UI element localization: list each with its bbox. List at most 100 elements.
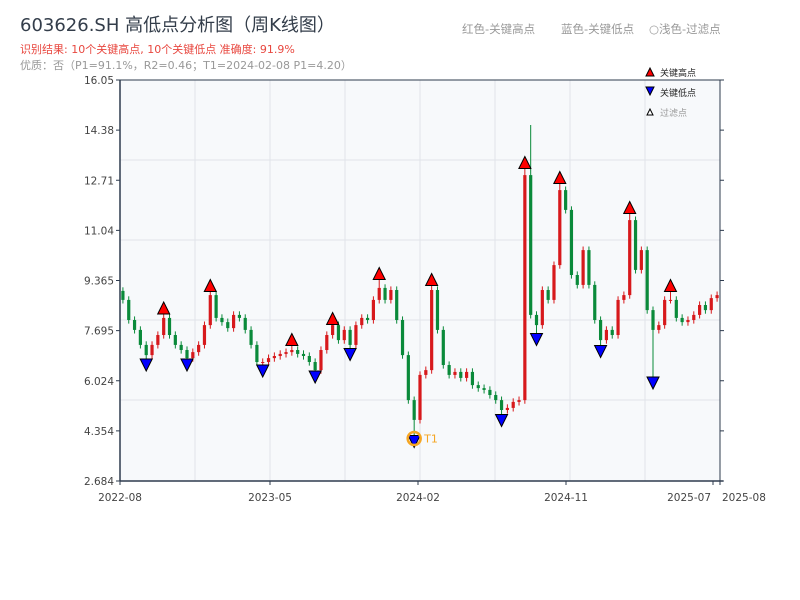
candle-body xyxy=(581,250,585,285)
legend-filtered-label: 过滤点 xyxy=(660,107,687,119)
candle-body xyxy=(709,298,713,311)
candle xyxy=(400,316,405,359)
candle xyxy=(639,246,643,274)
candle-body xyxy=(651,310,655,330)
candle-body xyxy=(558,190,562,266)
key-high-marker xyxy=(552,170,567,185)
candle xyxy=(470,368,475,389)
candle-body xyxy=(564,190,568,210)
candle-body xyxy=(383,287,387,300)
candle xyxy=(220,314,224,326)
result-summary: 识别结果: 10个关键高点, 10个关键低点 准确度: 91.9% xyxy=(20,43,295,56)
candle xyxy=(628,213,632,299)
key-high-marker xyxy=(424,272,439,287)
candle-body xyxy=(208,295,212,326)
candle-body xyxy=(319,350,323,371)
candle xyxy=(517,396,521,406)
candle xyxy=(243,314,247,334)
candle xyxy=(290,345,294,356)
y-tick-label: 6.024 xyxy=(84,376,114,388)
key-low-marker xyxy=(343,348,357,362)
candle xyxy=(371,296,375,324)
candle-body xyxy=(587,250,591,285)
candle-body xyxy=(156,335,160,345)
x-tick-label: 2024-11 xyxy=(544,492,588,504)
candle xyxy=(692,311,696,324)
candle xyxy=(698,301,702,319)
candle-body xyxy=(395,290,399,321)
legend-low-label: 关键低点 xyxy=(660,87,696,99)
candle-body xyxy=(616,299,620,336)
candle-body xyxy=(179,344,183,351)
candle-body xyxy=(529,175,533,315)
candle-body xyxy=(680,317,684,323)
candle xyxy=(266,354,271,366)
candle xyxy=(389,286,393,304)
x-tick-label: 2023-05 xyxy=(248,492,292,504)
y-tick-label: 7.695 xyxy=(84,326,114,338)
quality-summary: 优质：否（P1=91.1%，R2=0.46；T1=2024-02-08 P1=4… xyxy=(20,59,352,72)
y-tick-label: 4.354 xyxy=(84,426,114,438)
candle xyxy=(587,246,591,289)
candle xyxy=(534,311,539,334)
y-tick-label: 11.04 xyxy=(84,225,114,237)
candle xyxy=(179,341,183,354)
candle-body xyxy=(488,389,492,396)
candle-body xyxy=(138,329,142,345)
candle-body xyxy=(604,329,609,341)
candle-body xyxy=(214,295,218,318)
candle-body xyxy=(290,350,294,353)
key-high-marker xyxy=(156,300,171,315)
key-high-marker xyxy=(325,311,340,326)
candle xyxy=(488,386,492,399)
candle-body xyxy=(202,325,207,345)
candle-body xyxy=(517,400,521,402)
legend-high-label: 关键高点 xyxy=(660,67,696,79)
candle-body xyxy=(132,320,137,330)
candle xyxy=(150,341,154,359)
key-high-marker xyxy=(663,278,678,293)
candle xyxy=(546,286,550,304)
candle xyxy=(499,396,504,415)
candle-body xyxy=(144,344,148,356)
candle xyxy=(237,311,242,322)
candle-body xyxy=(121,290,125,300)
candle-body xyxy=(523,175,527,401)
candle xyxy=(430,285,434,374)
candle-body xyxy=(505,407,509,411)
candle-body xyxy=(162,317,166,336)
candle-body xyxy=(173,335,177,345)
candle-body xyxy=(698,305,702,315)
candle xyxy=(505,404,509,414)
candle xyxy=(208,291,212,329)
candle-body xyxy=(342,329,346,341)
candle xyxy=(284,348,288,358)
candle xyxy=(173,331,177,349)
x-tick-label: 2024-02 xyxy=(396,492,440,504)
candle xyxy=(482,384,486,394)
candle xyxy=(663,296,667,329)
candle xyxy=(418,371,422,424)
candle xyxy=(261,358,265,366)
candle xyxy=(441,326,445,369)
candle-body xyxy=(674,299,678,318)
candle-body xyxy=(686,320,690,323)
candle-body xyxy=(150,344,154,356)
candle-body xyxy=(703,305,708,311)
candle xyxy=(121,287,125,304)
candle-body xyxy=(598,320,603,341)
candle xyxy=(598,316,603,346)
candle xyxy=(622,291,626,304)
y-tick-label: 16.05 xyxy=(84,75,114,87)
candle xyxy=(395,286,399,324)
candle xyxy=(342,326,346,344)
candle-body xyxy=(389,290,393,300)
candle xyxy=(383,284,387,304)
candle xyxy=(453,368,457,379)
candle-body xyxy=(470,371,475,386)
candle xyxy=(459,368,463,382)
candle-body xyxy=(231,314,236,329)
candle-body xyxy=(692,314,696,321)
candle xyxy=(132,316,137,334)
candle-body xyxy=(435,290,440,330)
